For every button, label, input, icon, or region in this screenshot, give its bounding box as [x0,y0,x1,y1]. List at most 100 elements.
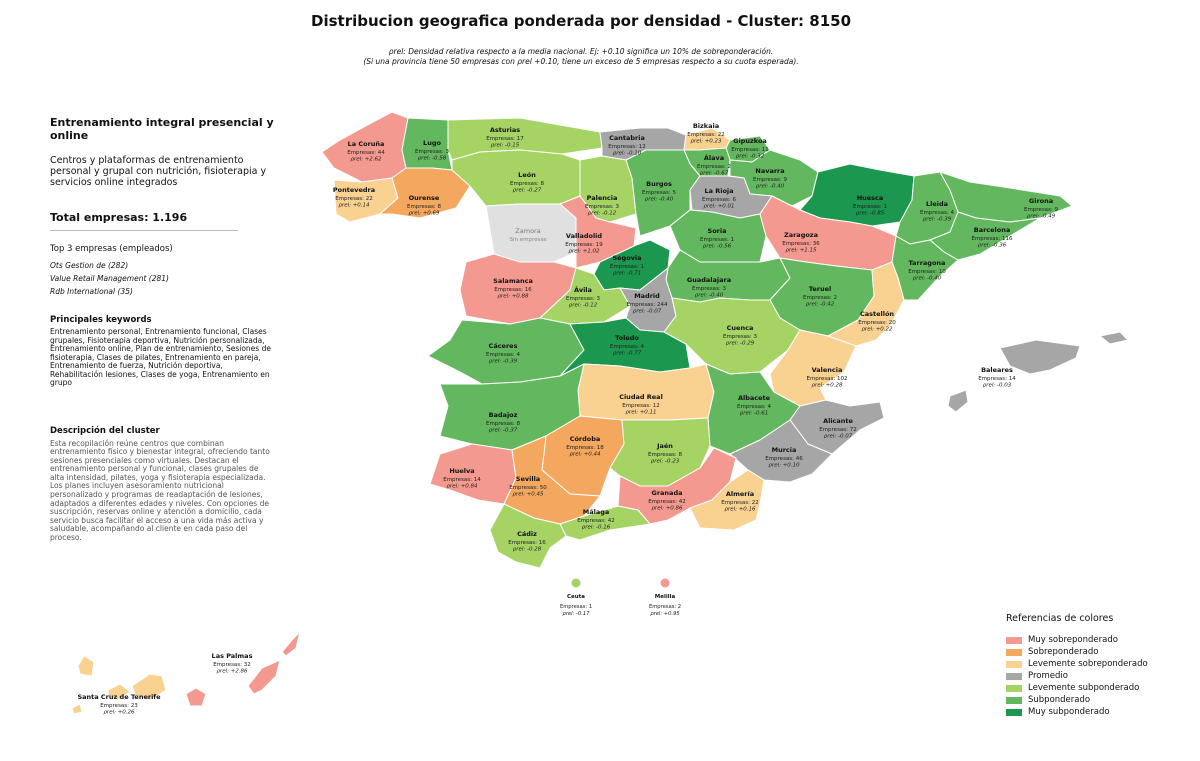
province-name: Ciudad Real [619,393,663,401]
province-name: Ourense [409,194,440,202]
legend-title: Referencias de colores [1006,613,1114,624]
subtitle-line-1: ρrel: Densidad relativa respecto a la me… [388,47,774,56]
cluster-heading: Entrenamiento integral presencial y onli… [50,116,274,142]
province-empresas: Empresas: 244 [626,302,668,308]
province-name: Ávila [574,285,592,294]
province-name: Sevilla [516,475,540,483]
province-rho: ρrel: -0.37 [489,428,518,434]
province-name: Huesca [857,194,884,202]
province-name: Navarra [755,167,784,175]
province-empresas: Empresas: 3 [566,296,601,302]
province-empresas: Empresas: 50 [509,485,547,491]
province-almeria [689,469,765,531]
legend-label: Levemente sobreponderado [1028,659,1148,669]
province-rho: ρrel: +0.44 [569,452,601,458]
province-empresas: Empresas: 22 [335,196,373,202]
province-empresas: Empresas: 20 [858,320,896,326]
province-name: Palencia [587,194,618,202]
province-rho: ρrel: -0.17 [563,611,591,617]
province-empresas: Empresas: 1 [610,264,644,270]
top3-item: Rdb International (35) [50,287,133,296]
province-name: Zamora [515,227,540,235]
province-name: Lugo [423,139,441,147]
province-rho: ρrel: +2.62 [350,157,382,163]
province-name: Girona [1029,197,1053,205]
province-las-palmas [185,631,301,707]
province-rho: ρrel: -0.77 [613,351,642,357]
province-name: Las Palmas [212,652,253,660]
legend-item: Levemente subponderado [1006,682,1176,694]
legend-swatch [1006,684,1022,692]
legend-label: Sobreponderado [1028,647,1099,657]
top3-list: Ots Gestion de (282) Value Retail Manage… [50,261,275,296]
province-rho: ρrel: -0.85 [856,211,885,217]
province-empresas: Empresas: 3 [415,149,450,155]
province-empresas: Empresas: 44 [347,150,385,156]
province-name: Almería [726,490,754,498]
color-legend: Referencias de colores Muy sobreponderad… [1006,613,1176,718]
province-empresas: Empresas: 18 [566,445,604,451]
province-empresas: Empresas: 8 [407,204,442,210]
province-baleares [947,331,1129,413]
province-name: Madrid [634,292,660,300]
province-cadiz [489,503,567,569]
province-name: Gipuzkoa [733,137,767,145]
province-rho: ρrel: -0.23 [651,459,680,465]
province-empresas: Empresas: 9 [753,177,788,183]
legend-swatch [1006,672,1022,680]
province-huesca [799,163,915,227]
province-label-santa-cruz-de-tenerife: Santa Cruz de Tenerife Empresas: 23ρrel: … [77,693,161,716]
province-name: Valencia [812,366,843,374]
province-rho: ρrel: +0.22 [861,327,893,333]
province-empresas: Empresas: 1 [700,237,734,243]
province-name: Tarragona [909,259,946,267]
province-rho: ρrel: +0.88 [497,294,529,300]
legend-item: Subponderado [1006,694,1176,706]
province-rho: ρrel: +0.28 [811,383,843,389]
province-rho: ρrel: -0.40 [695,293,724,299]
province-empresas: Empresas: 10 [908,269,946,275]
province-name: Segovia [612,254,641,262]
province-name: Cuenca [727,324,754,332]
province-rho: ρrel: +0.23 [690,139,722,145]
province-rho: ρrel: -0.03 [983,383,1012,389]
province-name: Cantabria [609,134,645,142]
province-name: Toledo [615,334,639,342]
province-ceuta [570,577,582,589]
province-empresas: Empresas: 72 [819,427,857,433]
cluster-short-description: Centros y plataformas de entrenamiento p… [50,155,267,188]
province-name: Soria [708,227,727,235]
legend-label: Muy subponderado [1028,707,1110,717]
province-note: Sin empresas [509,237,546,243]
legend-label: Muy sobreponderado [1028,635,1118,645]
province-rho: ρrel: +0.11 [625,410,656,416]
province-rho: ρrel: +0.86 [651,506,683,512]
keywords-title: Principales keywords [50,315,152,325]
province-rho: ρrel: -0.61 [740,411,769,417]
cluster-description-title: Descripción del cluster [50,425,160,436]
province-name: Bizkaia [693,122,719,130]
province-empresas: Empresas: 116 [971,236,1013,242]
province-empresas: Empresas: 1 [853,204,887,210]
legend-swatch [1006,648,1022,656]
